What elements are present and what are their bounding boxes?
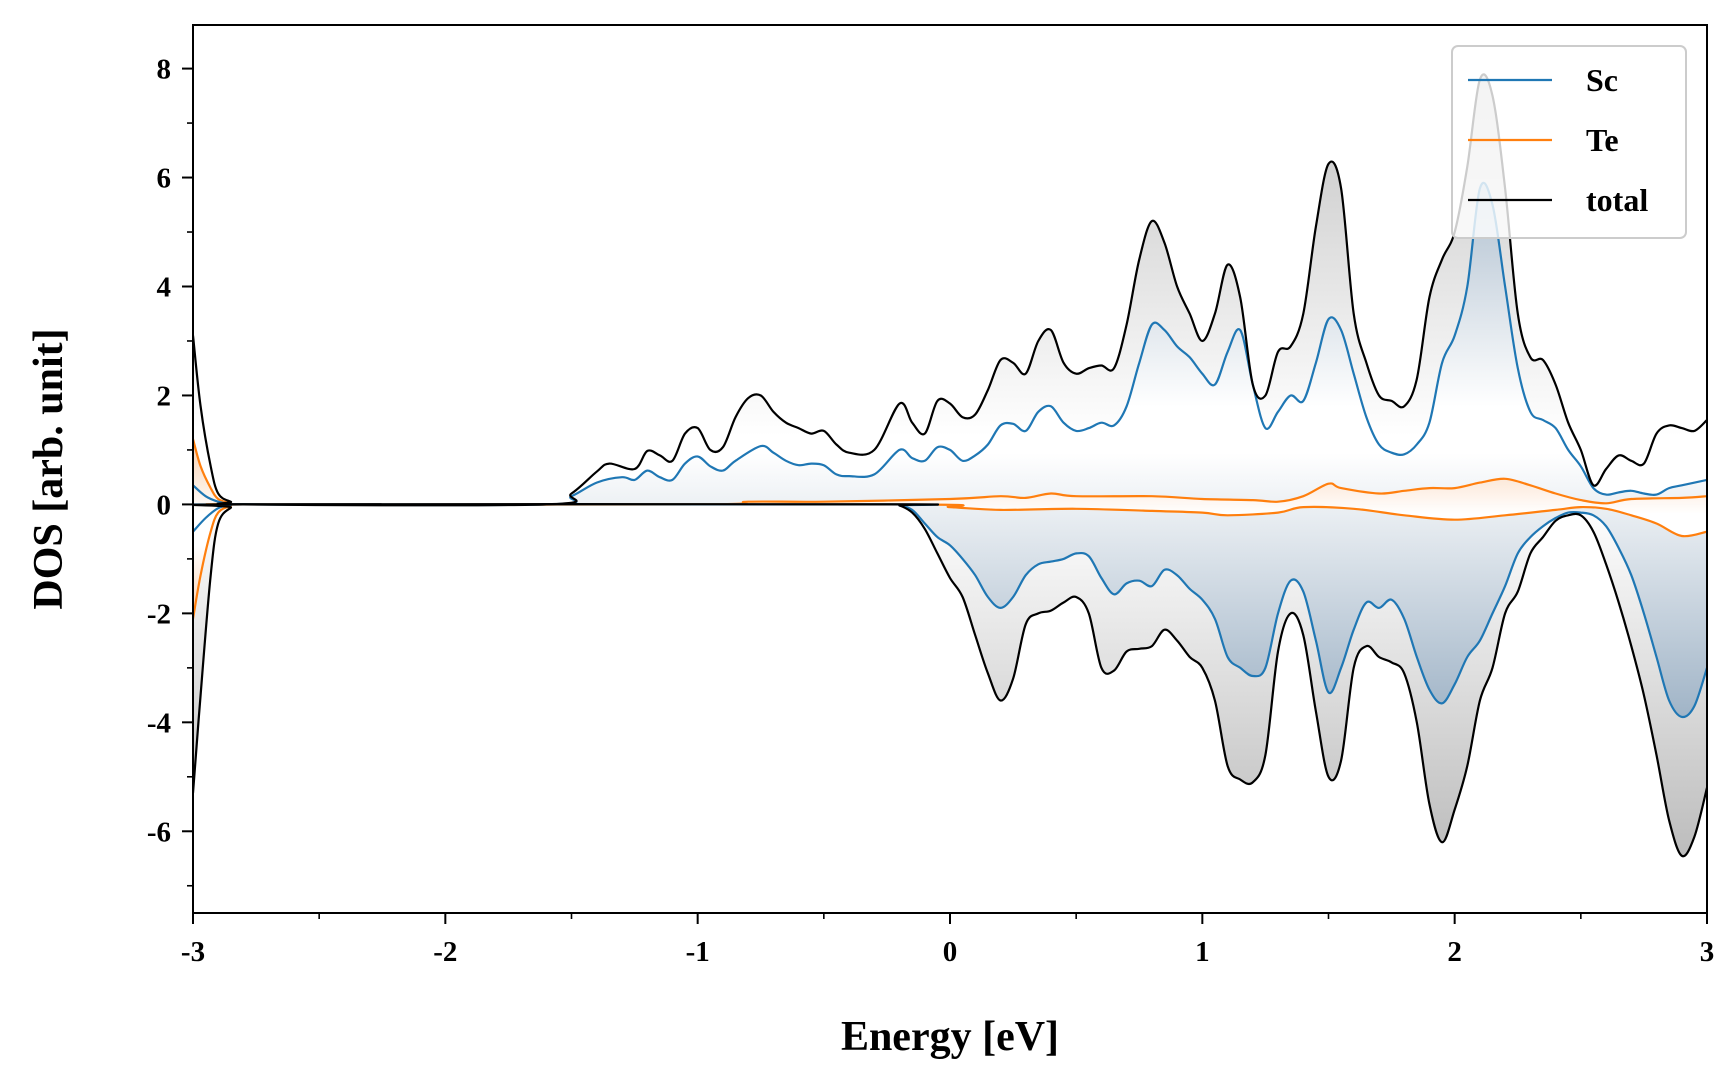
series-lines <box>193 73 1707 858</box>
x-tick-label: 2 <box>1447 936 1462 968</box>
y-tick-label: -6 <box>147 816 171 848</box>
x-tick-label: -2 <box>433 936 457 968</box>
line-total-down <box>193 503 1707 858</box>
x-tick-label: 3 <box>1700 936 1715 968</box>
x-tick-label: -3 <box>181 936 205 968</box>
line-sc-up <box>193 181 1707 507</box>
series-fills <box>193 74 1707 857</box>
x-tick-label: -1 <box>686 936 710 968</box>
y-tick-label: -4 <box>147 707 171 739</box>
x-axis-label: Energy [eV] <box>841 1014 1059 1060</box>
y-tick-label: 4 <box>157 271 172 303</box>
legend-label-total: total <box>1586 182 1648 218</box>
area-sc-down <box>193 504 1707 718</box>
y-tick-label: 2 <box>157 380 172 412</box>
y-tick-label: -2 <box>147 598 171 630</box>
x-tick-label: 0 <box>943 936 958 968</box>
area-sc-up <box>193 182 1707 506</box>
y-tick-label: 8 <box>157 54 172 86</box>
area-te-up <box>193 439 1707 505</box>
legend-box <box>1451 45 1687 239</box>
y-tick-label: 0 <box>157 489 172 521</box>
y-axis-label: DOS [arb. unit] <box>26 328 72 609</box>
axes: -3 -2 -1 0 1 2 3 -6 -4 -2 0 2 4 6 8 <box>147 24 1715 968</box>
line-sc-down <box>193 503 1707 719</box>
legend-label-sc: Sc <box>1586 62 1618 98</box>
legend: Sc Te total <box>1451 45 1687 239</box>
legend-label-te: Te <box>1586 122 1619 158</box>
x-tick-label: 1 <box>1195 936 1210 968</box>
y-tick-label: 6 <box>157 163 172 195</box>
